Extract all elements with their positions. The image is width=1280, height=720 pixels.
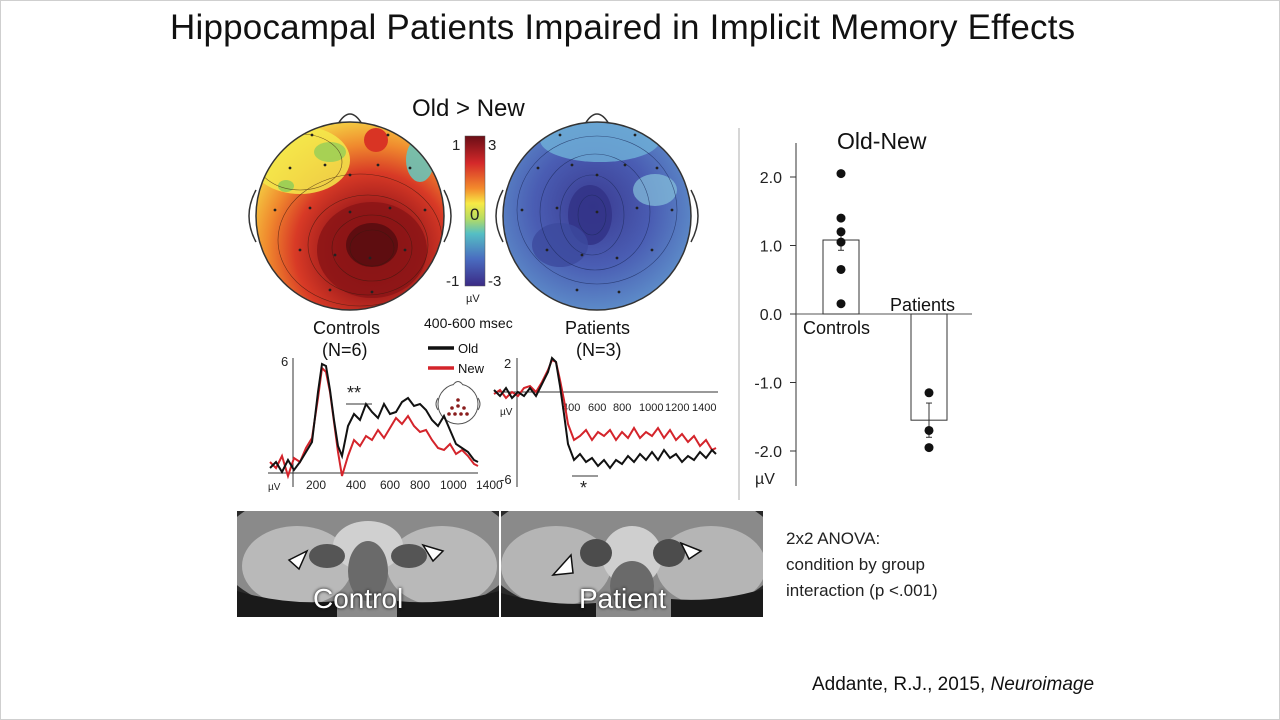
time-window: 400-600 msec [424,315,513,331]
topomap-title: Old > New [412,95,525,122]
anova-line-2: condition by group [786,555,925,574]
erp-controls-xtick: 1000 [440,478,467,492]
erp-patients-xtick: 1000 [639,402,663,414]
erp-patients-sig: * [580,478,587,498]
arrowhead-left-icon [551,553,574,576]
y-tick-label: 2.0 [760,170,782,187]
y-tick-label: 1.0 [760,239,782,256]
data-point [836,237,846,247]
colorbar-right-bottom: -3 [488,273,501,290]
chart-title: Old-New [837,128,927,154]
anova-line-1: 2x2 ANOVA: [786,529,881,548]
patients-n: (N=3) [576,340,622,360]
data-point [836,299,846,309]
colorbar-mid: 0 [470,205,479,224]
erp-controls-sig: ** [347,383,361,403]
erp-patients-ytick-top: 2 [504,356,511,371]
data-point [836,169,846,179]
bar-patients [910,313,948,421]
colorbar [464,135,486,287]
anova-line-3: interaction (p <.001) [786,581,938,600]
category-label-controls: Controls [803,318,870,338]
category-label-patients: Patients [890,295,955,315]
y-tick-label: -2.0 [754,444,782,461]
citation: Addante, R.J., 2015, Neuroimage [812,674,1094,696]
legend-old: Old [458,341,478,356]
controls-n: (N=6) [322,340,368,360]
erp-patients-xtick: 1400 [692,402,716,414]
erp-controls-new-trace [269,365,479,480]
y-tick-label: 0.0 [760,307,782,324]
data-point [836,213,846,223]
erp-patients-xtick: 800 [613,402,631,414]
mri-patient-image: Patient [501,511,763,617]
erp-patients-new-trace [493,358,717,452]
erp-legend: Old New [428,341,485,425]
data-point [924,443,934,453]
colorbar-unit: µV [466,293,480,305]
colorbar-left-top: 1 [452,137,460,154]
mri-control-label: Control [313,583,404,614]
erp-controls-ytick: 6 [281,354,288,369]
erp-controls-xtick: 800 [410,478,430,492]
y-tick-label: -1.0 [754,376,782,393]
colorbar-right-top: 3 [488,137,496,154]
mri-control-image: Control [237,511,499,617]
patients-label: Patients [565,318,630,338]
y-axis-unit: µV [755,471,775,488]
arrowhead-left-icon [287,549,309,571]
controls-label: Controls [313,318,380,338]
erp-controls-unit: µV [268,482,281,493]
controls-topomap [248,113,452,311]
patients-topomap [495,113,699,311]
erp-controls-xtick: 200 [306,478,326,492]
erp-controls-old-trace [269,362,479,475]
citation-journal: Neuroimage [990,674,1095,695]
electrode-head-icon [435,381,481,425]
erp-controls-xtick: 600 [380,478,400,492]
erp-controls-xtick: 1400 [476,478,503,492]
erp-patients-old-trace [493,356,717,470]
erp-patients-unit: µV [500,407,513,418]
erp-controls: 6 µV ** 200 400 600 800 1000 1400 [268,354,503,493]
erp-patients-xtick: 1200 [665,402,689,414]
erp-patients-ytick-bottom: -6 [500,472,512,487]
anova-text: 2x2 ANOVA: condition by group interactio… [786,526,938,604]
erp-controls-xtick: 400 [346,478,366,492]
slide-title: Hippocampal Patients Impaired in Implici… [170,8,1076,47]
data-point [836,227,846,237]
citation-text: Addante, R.J., 2015, [812,674,991,695]
mri-patient-label: Patient [579,583,667,614]
colorbar-left-bottom: -1 [446,273,459,290]
erp-patients-xtick: 600 [588,402,606,414]
arrowhead-right-icon [679,541,703,561]
legend-new: New [458,361,485,376]
data-point [836,264,846,274]
data-point [924,388,934,398]
data-point [924,425,934,435]
erp-patients: 2 -6 µV * 400 600 800 1000 1200 1400 [493,356,718,498]
arrowhead-right-icon [421,543,445,563]
